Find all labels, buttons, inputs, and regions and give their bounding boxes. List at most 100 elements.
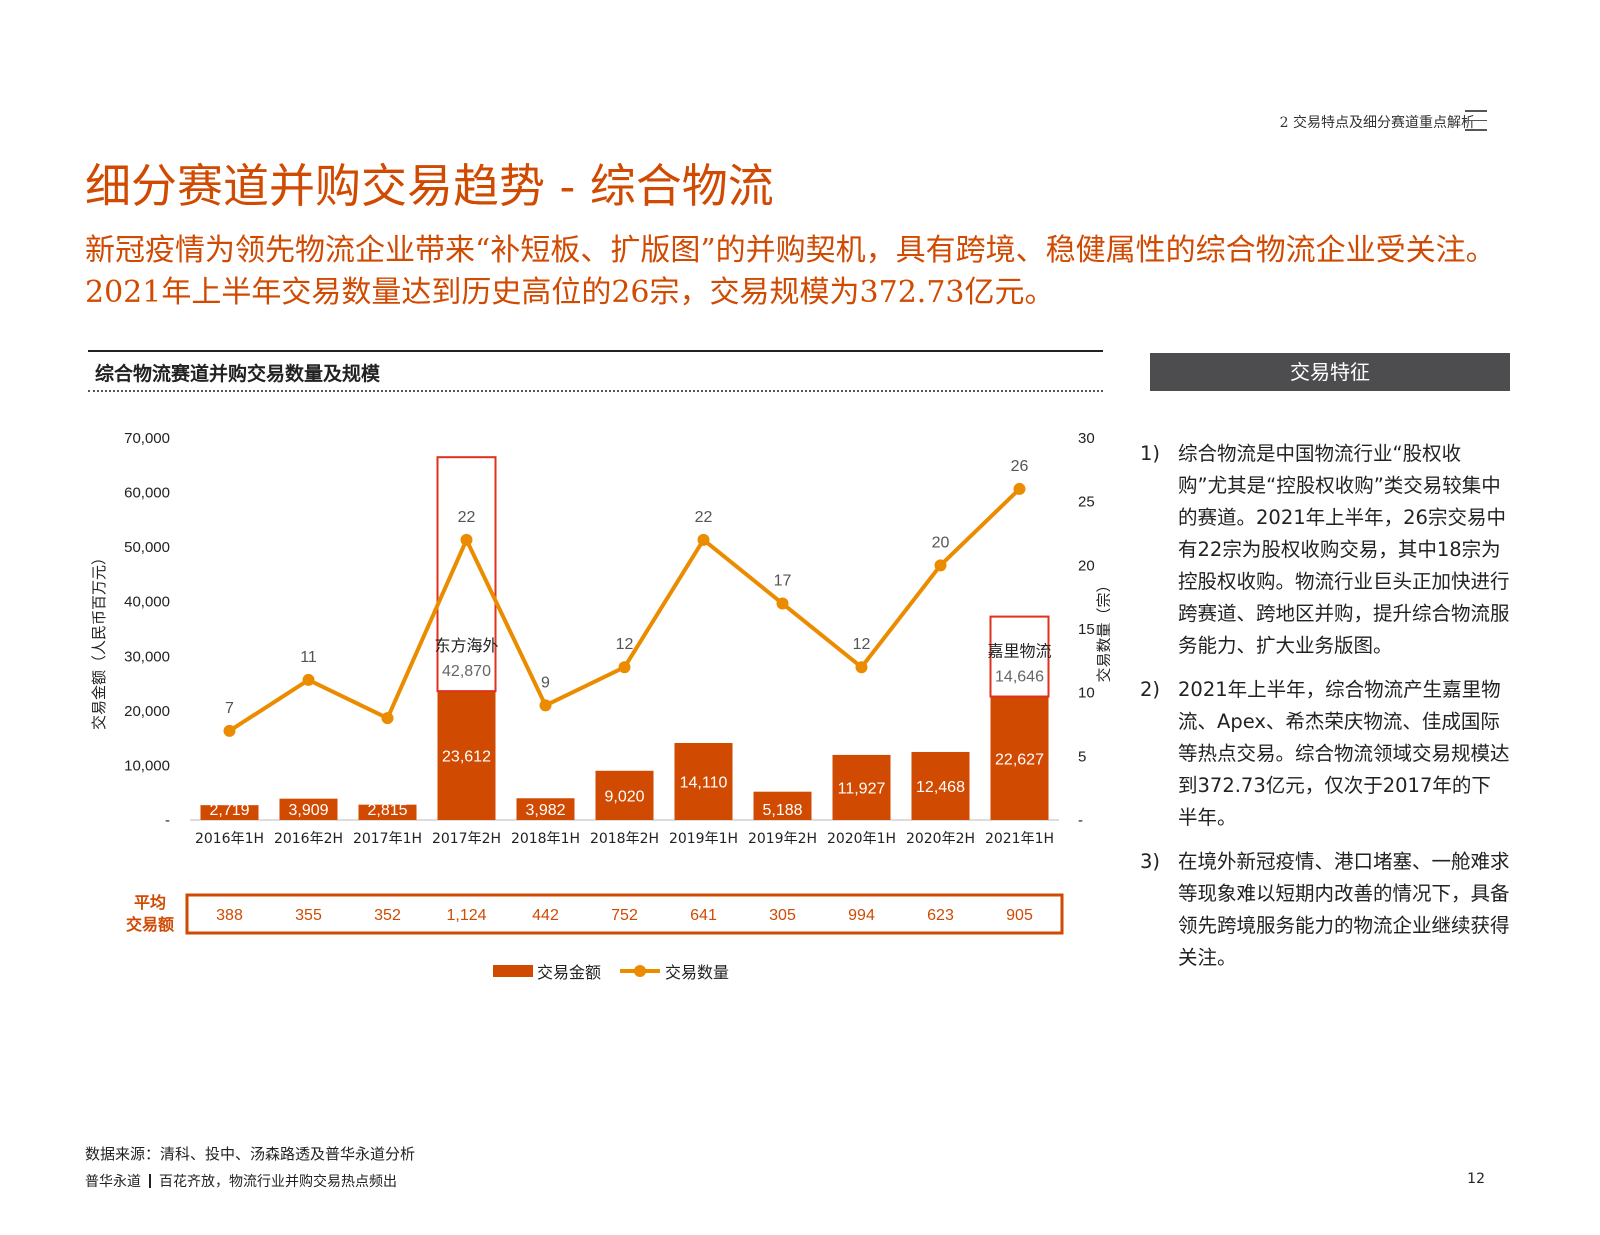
average-value: 905 xyxy=(1006,907,1033,924)
feature-item: 1) 综合物流是中国物流行业“股权收购”尤其是“控股权收购”类交易较集中的赛道。2… xyxy=(1140,438,1510,662)
x-tick-label: 2019年2H xyxy=(748,831,817,847)
feature-text: 在境外新冠疫情、港口堵塞、一舱难求等现象难以短期内改善的情况下，具备领先跨境服务… xyxy=(1178,850,1510,969)
count-label: 22 xyxy=(458,509,476,526)
y-left-tick-label: 10,000 xyxy=(124,757,170,774)
bar-2020年1H xyxy=(832,754,891,820)
count-line xyxy=(228,487,1021,733)
y-left-tick-label: 60,000 xyxy=(124,485,170,502)
bar-value-label: 3,982 xyxy=(525,802,565,819)
average-value: 355 xyxy=(295,907,322,924)
count-point xyxy=(934,559,947,572)
bar-value-label: 11,927 xyxy=(838,780,886,797)
bar-2019年1H xyxy=(674,742,733,820)
bar-value-label: 9,020 xyxy=(604,788,644,805)
bar-2018年2H xyxy=(595,770,654,820)
feature-item: 2) 2021年上半年，综合物流产生嘉里物流、Apex、希杰荣庆物流、佳成国际等热… xyxy=(1140,674,1510,834)
footer-brand-line: 普华永道 百花齐放，物流行业并购交易热点频出 xyxy=(85,1171,397,1191)
y-right-tick-label: 5 xyxy=(1078,748,1086,765)
count-point xyxy=(697,533,710,546)
average-value: 388 xyxy=(216,907,243,924)
average-row-label: 平均 xyxy=(134,893,166,912)
feature-number: 3) xyxy=(1140,850,1161,873)
bar-2020年2H xyxy=(911,751,970,820)
legend-bar-label: 交易金额 xyxy=(537,963,601,982)
menu-icon[interactable] xyxy=(1465,110,1487,131)
count-point xyxy=(302,673,315,686)
average-value: 1,124 xyxy=(446,907,486,924)
bar-2017年1H xyxy=(358,804,417,820)
y-right-tick-label: 10 xyxy=(1078,685,1095,702)
count-point xyxy=(1013,482,1026,495)
highlight-deal-label: 东方海外 xyxy=(434,636,498,655)
average-value: 442 xyxy=(532,907,559,924)
x-tick-label: 2020年2H xyxy=(906,831,975,847)
page-number: 12 xyxy=(1467,1171,1485,1187)
y-left-axis-title: 交易金额（人民币百万元） xyxy=(90,550,108,730)
x-tick-label: 2018年2H xyxy=(590,831,659,847)
bar-value-label: 2,815 xyxy=(367,802,407,819)
y-left-tick-label: 70,000 xyxy=(124,430,170,447)
x-tick-label: 2020年1H xyxy=(827,831,896,847)
bar-value-label: 12,468 xyxy=(916,779,965,796)
bar-value-label: 2,719 xyxy=(209,802,249,819)
feature-number: 1) xyxy=(1140,442,1161,465)
y-right-tick-label: - xyxy=(1078,812,1083,829)
bar-2017年2H xyxy=(437,691,496,820)
count-label: 11 xyxy=(300,649,317,666)
count-point xyxy=(460,533,473,546)
feature-number: 2) xyxy=(1140,678,1161,701)
bar-2019年2H xyxy=(753,791,812,820)
feature-text: 2021年上半年，综合物流产生嘉里物流、Apex、希杰荣庆物流、佳成国际等热点交… xyxy=(1178,678,1510,829)
y-right-axis-title: 交易数量（宗） xyxy=(1095,577,1110,682)
page-subtitle: 新冠疫情为领先物流企业带来“补短板、扩版图”的并购契机，具有跨境、稳健属性的综合… xyxy=(85,233,1496,310)
y-right-tick-label: 20 xyxy=(1078,557,1095,574)
count-point xyxy=(855,661,868,674)
highlight-box xyxy=(436,456,497,693)
feature-item: 3) 在境外新冠疫情、港口堵塞、一舱难求等现象难以短期内改善的情况下，具备领先跨境… xyxy=(1140,846,1510,974)
count-label: 26 xyxy=(1011,458,1029,475)
average-value: 752 xyxy=(611,907,638,924)
bar-2016年2H xyxy=(279,798,338,820)
bar-value-label: 23,612 xyxy=(442,749,491,766)
bar-value-label: 22,627 xyxy=(995,751,1044,768)
section-tag: 2 交易特点及细分赛道重点解析 xyxy=(1279,115,1475,131)
legend-line-marker xyxy=(634,965,646,977)
bar-value-label: 5,188 xyxy=(762,802,802,819)
average-row-label: 交易额 xyxy=(126,915,174,934)
count-point xyxy=(539,699,552,712)
count-point xyxy=(618,661,631,674)
count-label: 12 xyxy=(616,636,634,653)
x-tick-label: 2016年1H xyxy=(195,831,264,847)
page-title: 细分赛道并购交易趋势 - 综合物流 xyxy=(85,159,774,213)
highlight-value-label: 14,646 xyxy=(995,669,1044,686)
highlight-box xyxy=(989,615,1050,698)
x-tick-label: 2017年2H xyxy=(432,831,501,847)
bar-2018年1H xyxy=(516,798,575,820)
count-point xyxy=(223,724,236,737)
x-tick-label: 2021年1H xyxy=(985,831,1054,847)
average-value: 352 xyxy=(374,907,401,924)
x-tick-label: 2019年1H xyxy=(669,831,738,847)
count-point xyxy=(381,712,394,725)
count-label: 20 xyxy=(932,534,950,551)
bar-2021年1H xyxy=(990,696,1049,820)
average-row-box xyxy=(185,893,1064,935)
y-right-tick-label: 30 xyxy=(1078,430,1095,447)
average-value: 305 xyxy=(769,907,796,924)
footer-tagline: 百花齐放，物流行业并购交易热点频出 xyxy=(159,1174,397,1190)
x-tick-label: 2016年2H xyxy=(274,831,343,847)
count-label: 22 xyxy=(695,509,713,526)
average-value: 994 xyxy=(848,907,875,924)
brand-name: 普华永道 xyxy=(85,1174,141,1190)
bar-value-label: 14,110 xyxy=(680,774,728,791)
x-tick-label: 2017年1H xyxy=(353,831,422,847)
data-source: 数据来源：清科、投中、汤森路透及普华永道分析 xyxy=(85,1145,416,1163)
highlight-value-label: 42,870 xyxy=(442,663,491,680)
legend-bar-swatch xyxy=(493,965,533,977)
y-left-tick-label: 40,000 xyxy=(124,594,170,611)
highlight-deal-label: 嘉里物流 xyxy=(987,642,1051,661)
y-left-tick-label: 20,000 xyxy=(124,703,170,720)
bar-2016年1H xyxy=(200,805,259,820)
x-tick-label: 2018年1H xyxy=(511,831,580,847)
count-label: 9 xyxy=(541,674,550,691)
